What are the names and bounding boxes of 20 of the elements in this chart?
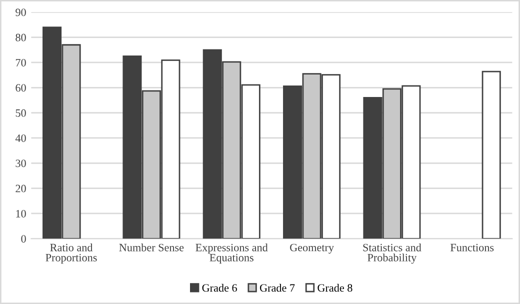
x-tick-label: Geometry — [290, 244, 334, 254]
y-tick-label: 80 — [16, 34, 26, 42]
legend-label: Grade 8 — [318, 284, 352, 292]
legend-label: Grade 6 — [202, 284, 237, 292]
y-tick-label: 70 — [16, 58, 26, 66]
y-tick-label: 20 — [16, 184, 26, 192]
x-tick-label: Ratio and Proportions — [46, 244, 97, 264]
y-tick-label: 90 — [16, 8, 26, 16]
y-tick-label: 10 — [16, 210, 26, 218]
y-tick-label: 40 — [15, 134, 26, 142]
x-tick-label: Functions — [450, 244, 494, 252]
legend-label: Grade 7 — [260, 284, 295, 292]
x-tick-label: Expressions and Equations — [196, 244, 268, 264]
y-tick-label: 50 — [16, 109, 26, 117]
y-tick-label: 30 — [16, 160, 26, 168]
bar — [482, 70, 501, 239]
y-tick-label: 60 — [16, 84, 26, 92]
x-tick-label: Statistics and Probability — [363, 244, 422, 264]
x-tick-label: Number Sense — [119, 244, 184, 252]
y-tick-label: 0 — [21, 235, 26, 243]
